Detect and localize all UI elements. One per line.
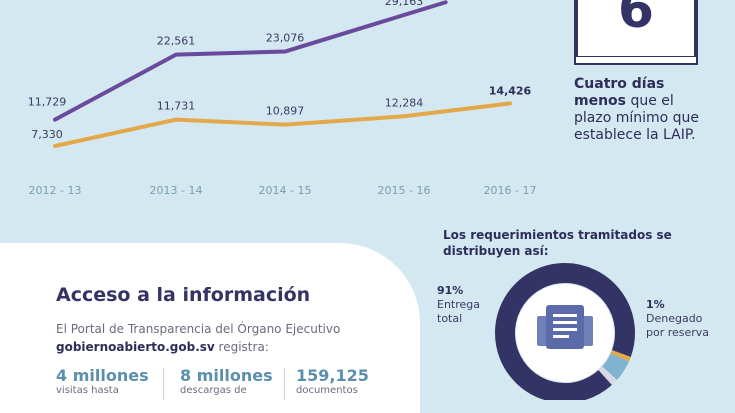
doc-line-2 xyxy=(553,321,577,324)
days-note-rest: que el plazo mínimo que establece la LAI… xyxy=(574,93,700,143)
x-tick-label: 2012 - 13 xyxy=(29,184,82,197)
data-label-s2-4: 12,284 xyxy=(385,96,424,109)
denied-label: 1% Denegado por reserva xyxy=(646,298,709,340)
x-tick-label: 2013 - 14 xyxy=(150,184,203,197)
stat-divider xyxy=(163,368,164,400)
calendar-icon: 6 xyxy=(574,0,698,65)
donut-segment-other-1 xyxy=(601,352,629,380)
denied-pct: 1% xyxy=(646,298,665,311)
data-label-s2-3: 10,897 xyxy=(266,105,305,118)
data-label-s1-2: 22,561 xyxy=(157,35,196,48)
access-title: Acceso a la información xyxy=(56,284,311,306)
stat-label: documentos xyxy=(296,385,358,396)
info-panel xyxy=(0,243,420,413)
portal-url: gobiernoabierto.gob.sv xyxy=(56,340,215,354)
data-label-s2-1: 7,330 xyxy=(31,128,63,141)
x-tick-label: 2014 - 15 xyxy=(259,184,312,197)
data-label-s2-2: 11,731 xyxy=(157,100,196,113)
calendar-pages xyxy=(574,57,698,65)
doc-line-3 xyxy=(553,328,577,331)
total-delivery-pct: 91% xyxy=(437,284,464,297)
access-description: El Portal de Transparencia del Órgano Ej… xyxy=(56,320,386,356)
donut-segment-total-a xyxy=(564,263,635,357)
data-label-s1-4: 29,163 xyxy=(385,0,424,8)
tick-layer: 2012 - 13 2013 - 14 2014 - 15 2015 - 16 2016… xyxy=(29,184,537,197)
stat-value: 8 millones xyxy=(180,366,273,385)
stat-visits: 4 millones visitas hasta xyxy=(56,367,149,397)
stat-documents: 159,125 documentos xyxy=(296,367,369,397)
data-label-s1-1: 11,729 xyxy=(28,96,67,109)
label-layer: 11,729 22,561 23,076 29,163 7,330 11,731 10,89… xyxy=(28,0,532,141)
stat-downloads: 8 millones descargas de xyxy=(180,367,273,397)
total-delivery-label: 91% Entrega total xyxy=(437,284,480,326)
stat-label: visitas hasta xyxy=(56,385,119,396)
days-note-bold: Cuatro días menos xyxy=(574,76,665,109)
series-line-1 xyxy=(53,0,448,122)
stat-divider xyxy=(284,368,285,400)
donut-layer xyxy=(495,263,635,400)
doc-line-1 xyxy=(553,314,577,317)
stat-label: descargas de xyxy=(180,385,247,396)
donut-segment-total-b xyxy=(495,263,612,400)
documents-icon xyxy=(537,305,593,349)
stat-value: 4 millones xyxy=(56,366,149,385)
calendar-number: 6 xyxy=(617,0,655,40)
data-label-s1-3: 23,076 xyxy=(266,32,305,45)
series-layer xyxy=(53,0,512,149)
total-delivery-line2: total xyxy=(437,312,463,325)
line-chart: 11,729 22,561 23,076 29,163 7,330 11,731 10,89… xyxy=(28,0,537,197)
doc-line-4 xyxy=(553,335,569,338)
donut-segment-denied xyxy=(610,350,631,362)
distribution-heading: Los requerimientos tramitados se distrib… xyxy=(443,228,672,258)
doc-icon-front xyxy=(546,305,584,349)
denied-line1: Denegado xyxy=(646,312,703,325)
access-desc-rest: registra: xyxy=(214,340,269,354)
data-label-s2-5: 14,426 xyxy=(489,84,532,97)
donut-segment-other-2 xyxy=(598,366,618,386)
denied-line2: por reserva xyxy=(646,326,710,339)
days-note: Cuatro días menos que el plazo mínimo qu… xyxy=(574,76,714,144)
stat-value: 159,125 xyxy=(296,366,369,385)
total-delivery-line1: Entrega xyxy=(437,298,481,311)
distribution-donut xyxy=(495,263,635,400)
x-tick-label: 2016 - 17 xyxy=(484,184,537,197)
x-tick-label: 2015 - 16 xyxy=(378,184,431,197)
access-desc-line1: El Portal de Transparencia del Órgano Ej… xyxy=(56,322,341,336)
series-line-2 xyxy=(53,101,512,149)
